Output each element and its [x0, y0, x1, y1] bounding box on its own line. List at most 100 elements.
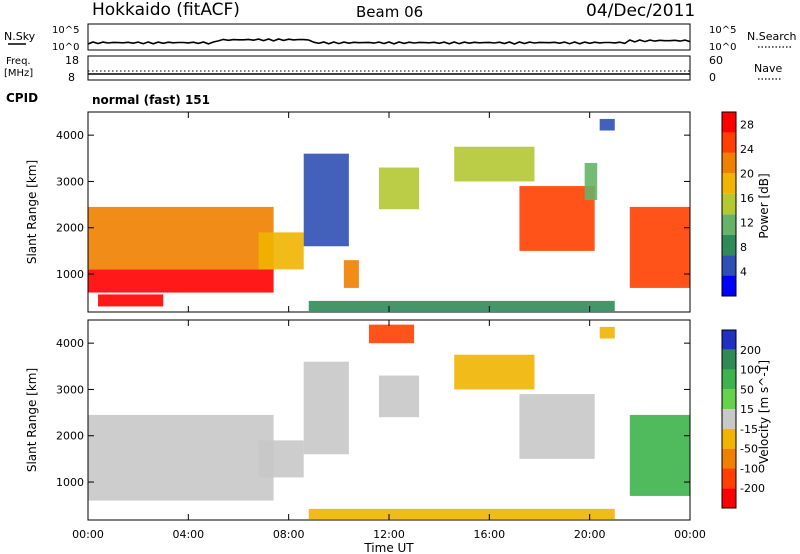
velocity-colorbar-tick: -50: [740, 443, 758, 456]
nsky-trace: [87, 38, 691, 45]
velocity-colorbar-swatch: [722, 468, 736, 489]
freq-tick-bottom: 8: [68, 71, 75, 84]
y-tick-label: 1000: [56, 476, 84, 489]
y-tick-label: 3000: [56, 383, 84, 396]
nave-label: Nave: [754, 62, 782, 75]
power-region: [303, 153, 349, 247]
power-colorbar: 4 8 12 16 20 24 28: [721, 111, 754, 297]
nave-tick-bottom: 0: [709, 71, 716, 84]
power-colorbar-tick: 28: [740, 118, 754, 131]
velocity-colorbar-swatch: [722, 428, 736, 449]
x-tick-label: 00:00: [674, 528, 706, 541]
power-region: [378, 167, 420, 210]
velocity-region: [629, 414, 690, 496]
nsearch-label: N.Search: [747, 30, 797, 43]
velocity-colorbar-tick: 100: [740, 364, 761, 377]
power-colorbar-tick: 24: [740, 143, 754, 156]
power-region: [258, 232, 304, 270]
power-region: [88, 206, 274, 270]
power-region: [343, 260, 359, 288]
date-label: 04/Dec/2011: [586, 1, 695, 21]
power-colorbar-swatch: [722, 152, 736, 174]
velocity-colorbar: 200 100 50 15 -15 -50 -100 -200: [721, 329, 765, 509]
velocity-colorbar-tick: -100: [740, 462, 765, 475]
freq-strip: Freq. [MHz] 18 8 60 0 Nave: [4, 54, 782, 84]
velocity-colorbar-swatch: [722, 349, 736, 370]
power-colorbar-tick: 12: [740, 216, 754, 229]
power-region: [308, 300, 615, 312]
nsky-label: N.Sky: [4, 30, 36, 43]
nave-tick-top: 60: [709, 54, 723, 67]
x-tick-label: 00:00: [72, 528, 104, 541]
velocity-colorbar-tick: 200: [740, 344, 761, 357]
y-tick-label: 3000: [56, 175, 84, 188]
power-colorbar-swatch: [722, 132, 736, 153]
power-colorbar-swatch: [722, 112, 736, 133]
power-region: [519, 186, 595, 251]
velocity-colorbar-label: Velocity [m s^-1]: [757, 360, 771, 464]
velocity-region: [368, 324, 415, 344]
velocity-region: [454, 354, 535, 390]
y-tick-label: 4000: [56, 337, 84, 350]
x-tick-label: 20:00: [574, 528, 606, 541]
power-colorbar-swatch: [722, 173, 736, 194]
velocity-region: [303, 361, 349, 455]
velocity-ylabel: Slant Range [km]: [25, 368, 39, 472]
power-region: [584, 162, 598, 200]
velocity-colorbar-tick: -200: [740, 482, 765, 495]
x-tick-label: 16:00: [473, 528, 505, 541]
velocity-region: [88, 414, 274, 501]
velocity-colorbar-swatch: [722, 330, 736, 350]
velocity-colorbar-swatch: [722, 448, 736, 469]
freq-label-line1: Freq.: [6, 56, 31, 67]
power-colorbar-swatch: [722, 234, 736, 256]
power-colorbar-swatch: [722, 193, 736, 215]
power-colorbar-swatch: [722, 255, 736, 276]
power-region: [629, 206, 690, 288]
velocity-colorbar-frame: [721, 329, 737, 509]
nsearch-tick-bottom: 10^0: [709, 42, 736, 53]
velocity-colorbar-swatch: [722, 369, 736, 390]
velocity-colorbar-tick: 15: [740, 403, 754, 416]
y-tick-label: 1000: [56, 268, 84, 281]
power-region: [98, 294, 164, 307]
power-ylabel: Slant Range [km]: [25, 160, 39, 264]
velocity-region: [378, 375, 420, 418]
power-panel: 1000 2000 3000 4000 Slant Range [km]: [25, 111, 691, 313]
beam-label: Beam 06: [356, 3, 423, 21]
power-region: [88, 269, 274, 293]
y-tick-label: 4000: [56, 129, 84, 142]
power-region: [599, 118, 615, 131]
power-colorbar-tick: 4: [740, 265, 747, 278]
power-colorbar-tick: 16: [740, 192, 754, 205]
power-colorbar-frame: [721, 111, 737, 297]
time-axis-label: Time UT: [363, 541, 414, 554]
nsearch-tick-top: 10^5: [709, 25, 736, 36]
velocity-region: [308, 508, 615, 520]
cpid-label: CPID: [6, 91, 38, 105]
x-tick-label: 08:00: [273, 528, 305, 541]
velocity-region: [599, 326, 615, 339]
power-colorbar-swatch: [722, 275, 736, 296]
velocity-colorbar-tick: 50: [740, 383, 754, 396]
time-axis: 00:00 04:00 08:00 12:00 16:00 20:00 00:00: [72, 112, 706, 541]
power-colorbar-tick: 20: [740, 167, 754, 180]
nsky-tick-top: 10^5: [52, 25, 79, 36]
velocity-region: [519, 394, 595, 459]
velocity-colorbar-tick: -15: [740, 423, 758, 436]
freq-tick-top: 18: [65, 54, 79, 67]
y-tick-label: 2000: [56, 430, 84, 443]
power-colorbar-label: Power [dB]: [757, 173, 771, 238]
velocity-colorbar-swatch: [722, 488, 736, 508]
nsky-strip: N.Sky 10^5 10^0 10^5 10^0 N.Search: [4, 23, 797, 53]
power-colorbar-tick: 8: [740, 241, 747, 254]
cpid-value: normal (fast) 151: [92, 93, 210, 107]
velocity-colorbar-swatch: [722, 409, 736, 429]
velocity-region: [258, 440, 304, 478]
x-tick-label: 12:00: [373, 528, 405, 541]
figure-title: Hokkaido (fitACF): [92, 0, 240, 20]
freq-label-line2: [MHz]: [4, 68, 33, 79]
power-colorbar-swatch: [722, 214, 736, 235]
velocity-colorbar-swatch: [722, 389, 736, 410]
